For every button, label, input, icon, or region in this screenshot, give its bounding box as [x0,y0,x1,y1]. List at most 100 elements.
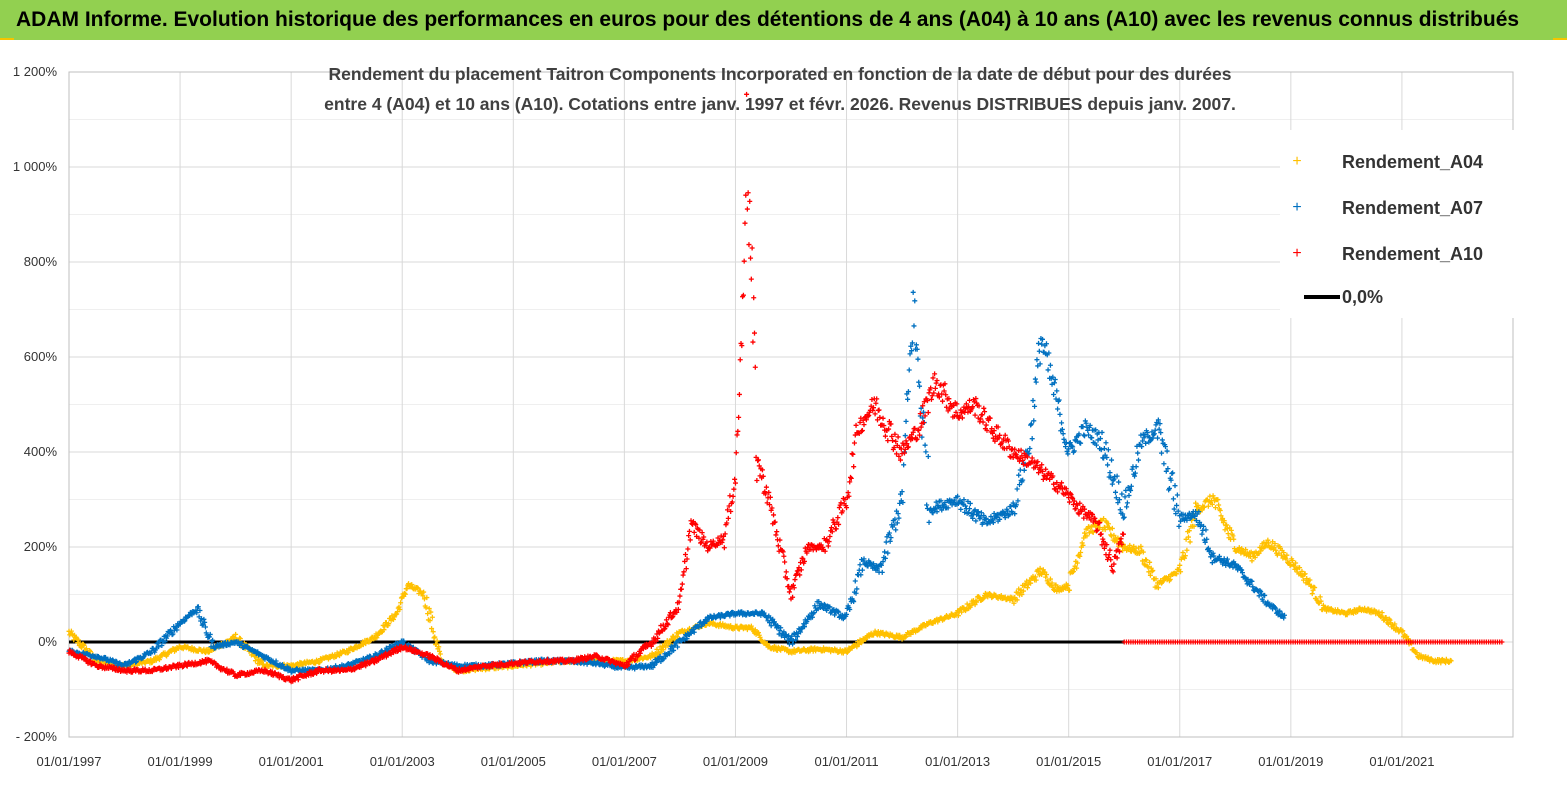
subtitle-line-2: entre 4 (A04) et 10 ans (A10). Cotations… [324,94,1236,114]
point-Rendement_A10 [686,533,692,539]
point-Rendement_A04 [1258,548,1264,554]
point-Rendement_A07 [922,442,928,448]
point-Rendement_A10 [773,532,779,538]
point-Rendement_A04 [1252,554,1258,560]
point-Rendement_A04 [1143,557,1149,563]
point-Rendement_A10 [934,378,940,384]
point-Rendement_A04 [431,635,437,641]
point-Rendement_A04 [1028,580,1034,586]
point-Rendement_A04 [1195,502,1201,508]
point-Rendement_A07 [1059,420,1065,426]
point-Rendement_A10 [792,577,798,583]
y-tick-label: - 200% [16,729,58,744]
point-Rendement_A07 [1082,433,1088,439]
point-Rendement_A10 [967,397,973,403]
point-Rendement_A04 [919,625,925,631]
x-tick-label: 01/01/2011 [814,754,878,769]
point-Rendement_A07 [1089,435,1095,441]
chart-title-banner: ADAM Informe. Evolution historique des p… [0,0,1567,40]
series-Rendement_A07 [66,289,1287,675]
point-Rendement_A04 [259,658,265,664]
legend-label-a07: Rendement_A07 [1342,198,1483,218]
point-Rendement_A04 [1284,552,1290,558]
y-tick-label: 800% [24,254,58,269]
point-Rendement_A07 [1103,440,1109,446]
axis-labels: - 200%0%200%400%600%800%1 000%1 200%01/0… [13,64,1435,769]
point-Rendement_A07 [912,298,918,304]
point-Rendement_A07 [1021,467,1027,473]
point-Rendement_A07 [857,562,863,568]
point-Rendement_A10 [885,438,891,444]
point-Rendement_A07 [1159,437,1165,443]
point-Rendement_A04 [955,613,961,619]
point-Rendement_A10 [741,258,747,264]
point-Rendement_A04 [972,602,978,608]
point-Rendement_A07 [1034,357,1040,363]
chart-title: ADAM Informe. Evolution historique des p… [16,8,1520,31]
point-Rendement_A07 [1051,392,1057,398]
y-tick-label: 200% [24,539,58,554]
point-Rendement_A04 [1155,585,1161,591]
legend-label-a10: Rendement_A10 [1342,244,1483,264]
point-Rendement_A04 [83,646,89,652]
point-Rendement_A10 [932,385,938,391]
point-Rendement_A07 [1099,429,1105,435]
point-Rendement_A10 [737,357,743,363]
point-Rendement_A04 [434,638,440,644]
point-Rendement_A04 [1223,523,1229,529]
point-Rendement_A07 [1199,531,1205,537]
point-Rendement_A04 [237,636,243,642]
point-Rendement_A04 [68,628,74,634]
point-Rendement_A04 [1153,576,1159,582]
point-Rendement_A04 [409,582,415,588]
point-Rendement_A10 [744,206,750,212]
point-Rendement_A10 [736,414,742,420]
legend-label-a04: Rendement_A04 [1342,152,1483,172]
point-Rendement_A07 [1159,450,1165,456]
point-Rendement_A10 [721,545,727,551]
point-Rendement_A07 [1054,388,1060,394]
point-Rendement_A04 [1102,527,1108,533]
point-Rendement_A04 [1312,585,1318,591]
point-Rendement_A10 [873,400,879,406]
point-Rendement_A10 [972,412,978,418]
point-Rendement_A04 [367,638,373,644]
point-Rendement_A10 [680,572,686,578]
point-Rendement_A04 [1273,547,1279,553]
point-Rendement_A04 [1210,493,1216,499]
point-Rendement_A04 [1037,565,1043,571]
legend-marker-a07: + [1292,199,1301,216]
point-Rendement_A04 [1243,547,1249,553]
point-Rendement_A04 [1033,577,1039,583]
point-Rendement_A04 [1111,532,1117,538]
point-Rendement_A07 [917,383,923,389]
x-tick-label: 01/01/2005 [481,754,546,769]
legend-marker-a10: + [1292,245,1301,262]
point-Rendement_A04 [252,658,258,664]
point-Rendement_A07 [926,519,932,525]
point-Rendement_A07 [1047,362,1053,368]
point-Rendement_A04 [1291,563,1297,569]
point-Rendement_A10 [836,505,842,511]
point-Rendement_A04 [1265,537,1271,543]
chart-frame: - 200% 0% 200% 400% 600% 800% 1 000% 1 200% 01/0… [0,40,1567,790]
x-tick-label: 01/01/2009 [703,754,768,769]
point-Rendement_A04 [426,606,432,612]
y-tick-label: 1 200% [13,64,58,79]
point-Rendement_A04 [87,649,93,655]
point-Rendement_A04 [1074,560,1080,566]
point-Rendement_A04 [296,663,302,669]
x-tick-label: 01/01/1997 [36,754,101,769]
point-Rendement_A07 [1133,464,1139,470]
point-Rendement_A07 [893,527,899,533]
point-Rendement_A07 [859,567,865,573]
point-Rendement_A07 [852,578,858,584]
x-tick-label: 01/01/2019 [1258,754,1323,769]
point-Rendement_A10 [783,569,789,575]
point-Rendement_A10 [983,422,989,428]
point-Rendement_A04 [423,605,429,611]
point-Rendement_A07 [901,462,907,468]
point-Rendement_A04 [386,621,392,627]
point-Rendement_A04 [1127,542,1133,548]
point-Rendement_A04 [1084,533,1090,539]
